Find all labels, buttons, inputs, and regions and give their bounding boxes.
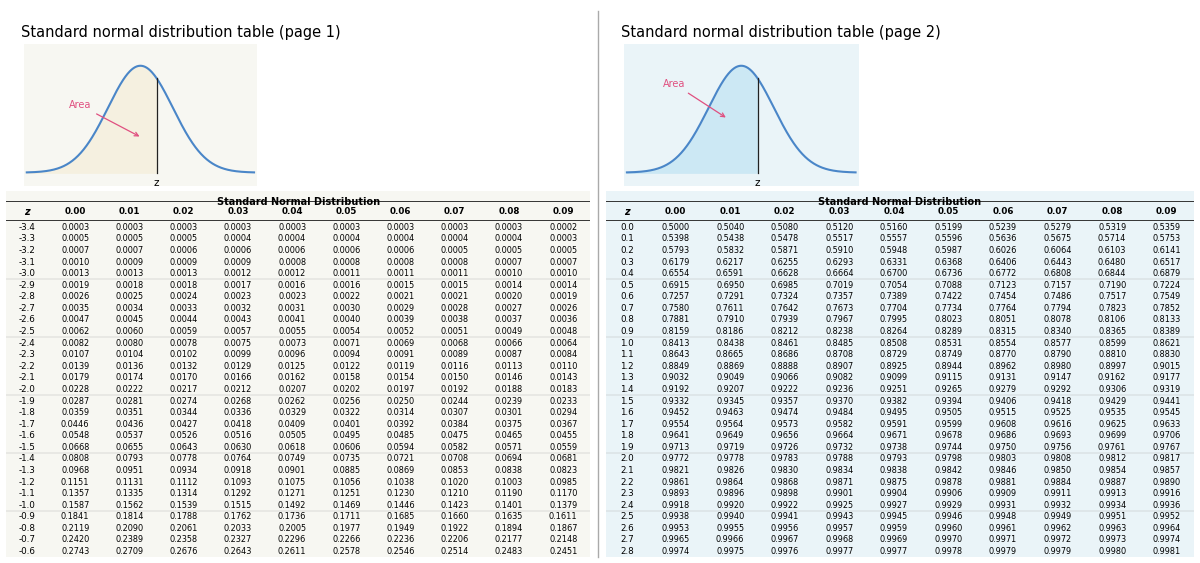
Text: Standard normal distribution table (page 2): Standard normal distribution table (page… [620,25,941,40]
Text: Standard normal distribution table (page 1): Standard normal distribution table (page… [20,25,341,40]
